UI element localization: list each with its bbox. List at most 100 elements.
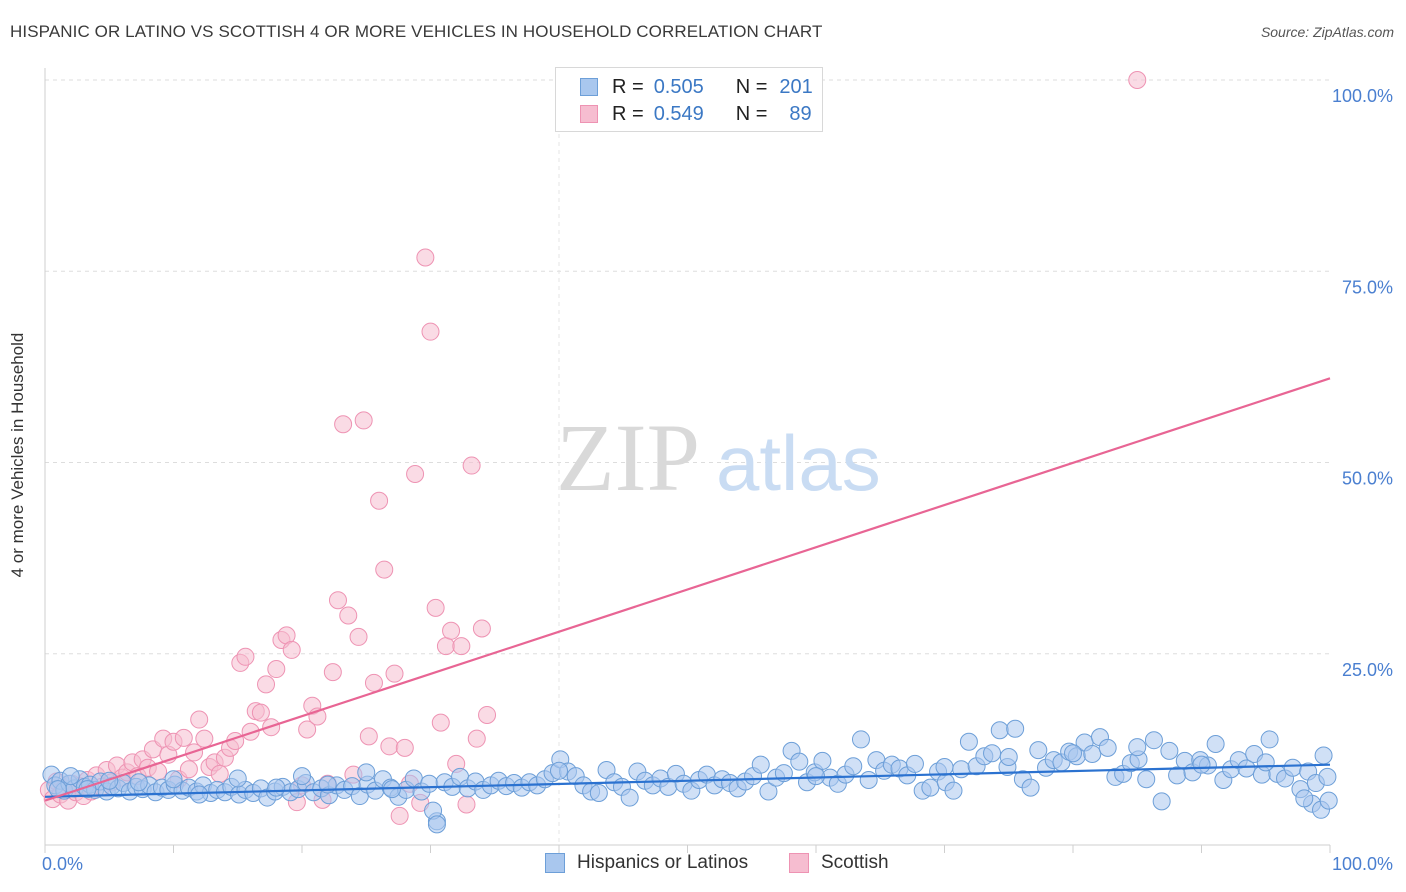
hispanic-point: [844, 757, 863, 776]
scottish-point: [457, 795, 476, 814]
hispanic-point: [293, 767, 311, 786]
hispanic-point: [935, 757, 954, 776]
scottish-point: [395, 738, 414, 757]
scottish-point: [375, 560, 394, 579]
hispanic-point: [164, 770, 183, 789]
scottish-point: [421, 322, 440, 341]
hispanic-point: [1144, 731, 1163, 750]
hispanic-point: [999, 748, 1018, 767]
x-tick-label: 0.0%: [42, 854, 83, 874]
hispanic-point: [807, 767, 825, 786]
hispanic-point: [1029, 741, 1048, 760]
hispanic-point: [990, 721, 1009, 740]
series-legend-hispanic[interactable]: Hispanics or Latinos: [545, 852, 748, 874]
hispanic-point: [1137, 770, 1156, 789]
hispanic-point: [589, 783, 608, 802]
scottish-point: [472, 619, 491, 638]
legend-n-label: N =: [735, 102, 768, 125]
hispanic-point: [1160, 741, 1179, 760]
hispanic-points: [42, 719, 1338, 834]
scottish-point: [179, 760, 198, 779]
scottish-point: [370, 491, 389, 510]
scottish-point: [380, 737, 399, 756]
hispanic-point: [1318, 767, 1337, 786]
series-label-scottish: Scottish: [821, 852, 889, 873]
scottish-point: [364, 673, 383, 692]
scottish-point: [328, 591, 347, 610]
hispanic-point: [420, 774, 439, 793]
scottish-point: [467, 729, 486, 748]
series-label-hispanic: Hispanics or Latinos: [577, 852, 749, 873]
scottish-point: [210, 764, 229, 783]
scottish-point: [298, 720, 317, 739]
hispanic-point: [1021, 778, 1040, 797]
scottish-point: [339, 606, 358, 625]
hispanic-point: [48, 780, 67, 799]
legend-r-label: R =: [612, 75, 644, 98]
hispanic-point: [129, 773, 148, 792]
series-legend: Hispanics or Latinos Scottish: [0, 852, 1406, 878]
scottish-point: [323, 663, 342, 682]
scottish-point: [241, 722, 260, 741]
scottish-point: [267, 660, 286, 679]
watermark-atlas: atlas: [716, 419, 881, 507]
hispanic-point: [1237, 759, 1256, 778]
hispanic-point: [1064, 744, 1082, 763]
legend-swatch-blue: [580, 78, 598, 96]
hispanic-point: [1206, 735, 1225, 754]
scottish-point: [406, 464, 425, 483]
series-legend-scottish[interactable]: Scottish: [789, 852, 889, 874]
scottish-point: [174, 728, 193, 747]
scottish-point: [282, 640, 301, 659]
y-tick-label: 100.0%: [1332, 86, 1393, 106]
y-tick-label: 25.0%: [1342, 660, 1393, 680]
scottish-point: [431, 713, 450, 732]
hispanic-point: [61, 767, 80, 786]
hispanic-point: [1314, 746, 1333, 765]
hispanic-point: [859, 770, 878, 789]
series-swatch-pink: [789, 853, 809, 873]
hispanic-point: [228, 769, 247, 788]
legend-n-value: 201: [779, 75, 813, 98]
hispanic-point: [1192, 755, 1211, 774]
hispanic-point: [813, 751, 832, 770]
hispanic-point: [952, 760, 971, 779]
correlation-legend: R = 0.505 N = 201 R = 0.549 N = 89: [555, 67, 823, 132]
hispanic-point: [759, 782, 778, 801]
hispanic-point: [357, 763, 376, 782]
legend-r-label: R =: [612, 102, 644, 125]
watermark: ZIP atlas: [556, 404, 881, 511]
chart-title: HISPANIC OR LATINO VS SCOTTISH 4 OR MORE…: [10, 22, 823, 41]
hispanic-point: [550, 761, 568, 780]
hispanic-point: [100, 771, 119, 790]
hispanic-point: [1283, 758, 1302, 777]
scottish-point: [478, 705, 497, 724]
hispanic-point: [1260, 730, 1279, 749]
scottish-point: [416, 248, 435, 267]
hispanic-point: [1128, 738, 1147, 757]
scottish-point: [385, 664, 404, 683]
legend-r-value: 0.505: [653, 75, 704, 98]
hispanic-point: [1083, 744, 1102, 763]
scottish-point: [442, 621, 461, 640]
hispanic-point: [851, 730, 870, 749]
hispanic-point: [427, 815, 446, 834]
hispanic-point: [1006, 719, 1025, 738]
scottish-point: [334, 415, 353, 434]
hispanic-point: [1256, 753, 1275, 772]
scottish-point: [354, 411, 373, 430]
watermark-zip: ZIP: [556, 404, 700, 511]
legend-row-scottish: R = 0.549 N = 89: [580, 102, 812, 126]
y-axis-label: 4 or more Vehicles in Household: [8, 332, 27, 578]
y-tick-label: 75.0%: [1342, 277, 1393, 297]
hispanic-point: [921, 778, 940, 797]
hispanic-point: [190, 785, 209, 804]
scottish-trend-line: [44, 377, 1331, 802]
tick-labels: 25.0% 50.0% 75.0% 100.0% 0.0% 100.0%: [42, 86, 1393, 874]
hispanic-point: [751, 755, 770, 774]
legend-row-hispanic: R = 0.505 N = 201: [580, 75, 813, 99]
scottish-point: [359, 727, 378, 746]
trend-lines: [44, 377, 1331, 802]
hispanic-point: [267, 778, 286, 797]
x-tick-label: 100.0%: [1332, 854, 1393, 874]
